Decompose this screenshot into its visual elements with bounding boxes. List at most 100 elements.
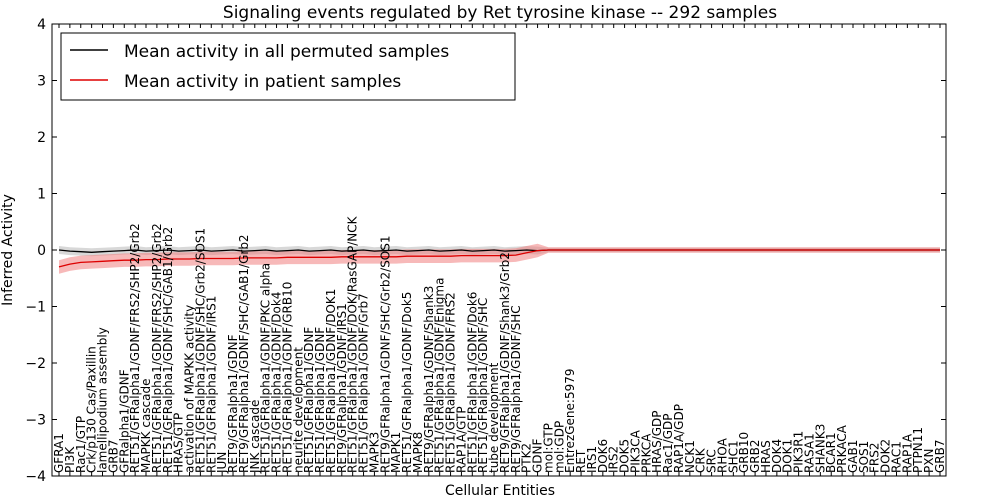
x-tick-label: SHANK3	[813, 424, 827, 473]
x-tick-label: Rac1/GDP	[661, 414, 675, 473]
x-tick-label: RET51/GFRalpha1/GDNF	[313, 327, 327, 473]
y-tick-label: −4	[25, 469, 46, 485]
x-tick-label: RAP1A	[900, 433, 914, 473]
x-tick-label: GFRalpha1/GDNF	[117, 369, 131, 473]
x-tick-label: RET51/GFRalpha1/GDNF/FRS2	[444, 292, 458, 473]
x-tick-label: IRS2	[607, 446, 621, 473]
x-tick-label: PTK2	[520, 443, 534, 473]
x-tick-label: SOS1	[857, 441, 871, 473]
x-tick-label: PIK3R1	[792, 431, 806, 473]
legend-label-permuted: Mean activity in all permuted samples	[124, 42, 449, 62]
x-tick-label: lamellipodium assembly	[96, 327, 110, 473]
x-tick-label: RET51/GFRalpha1/GDNF/SHC/GAB1/Grb2	[161, 227, 175, 473]
x-tick-label: IRS1	[585, 446, 599, 473]
x-tick-label: MAPK8	[411, 432, 425, 473]
x-tick-label: RET51/GFRalpha1/GDNF/GRB10	[280, 282, 294, 473]
x-tick-label: RET51/GFRalpha1/GDNF/FRS2/SHP2/Grb2	[128, 223, 142, 473]
x-tick-label: GRB10	[737, 432, 751, 473]
x-tick-label: DOK6	[596, 439, 610, 473]
x-tick-label: PRKACA	[835, 424, 849, 473]
x-tick-label: RET9/GFRalpha1/GDNF/Shank3	[422, 286, 436, 473]
series-lines	[58, 249, 940, 268]
x-tick-label: RET51/GFRalpha1/GDNF/Dok5	[400, 292, 414, 473]
x-tick-label: JUN	[215, 452, 229, 474]
y-tick-label: 0	[37, 243, 46, 259]
x-tick-label: PRKCA	[639, 433, 653, 473]
x-tick-label: mol:GDP	[552, 421, 566, 473]
x-tick-label: RET51/GFRalpha1/GDNF/Dok4	[270, 292, 284, 473]
x-tick-label: RET51/GFRalpha1/GDNF/FRS2/SHP2/Grb2	[150, 223, 164, 473]
x-tick-label: GAB1	[846, 440, 860, 473]
x-tick-label: EntrezGene:5979	[563, 369, 577, 474]
x-tick-label: CRK	[694, 447, 708, 473]
x-tick-label: DOK2	[879, 439, 893, 473]
series-line-patient	[58, 249, 940, 268]
x-tick-label: Rac1/GTP	[74, 416, 88, 473]
x-tick-label: RAP1A/GTP	[454, 406, 468, 473]
x-tick-label: JNK cascade	[248, 400, 262, 474]
x-tick-label: SHC1	[726, 440, 740, 473]
y-tick-label: 1	[37, 187, 46, 203]
x-tick-label: GRB2	[748, 439, 762, 473]
x-tick-label: MAPK1	[389, 432, 403, 473]
x-tick-label: RET51/GFRalpha1/GDNF/IRS1	[204, 296, 218, 473]
x-tick-label: RET51/GFRalpha1/GDNF/SHC	[476, 298, 490, 473]
x-tick-label: RET51/GFRalpha1/GDNF/Grb7	[357, 293, 371, 473]
x-tick-label: neurite development	[291, 347, 305, 473]
x-tick-label: RET	[574, 449, 588, 473]
y-tick-label: −3	[25, 413, 46, 429]
x-tick-label: Crk/p130 Cas/Paxillin	[85, 346, 99, 473]
x-tick-label: PIK3CA	[629, 429, 643, 473]
legend-label-patient: Mean activity in patient samples	[124, 72, 401, 92]
x-tick-label: RET51/GFRalpha1/GDNF/Dok6	[465, 292, 479, 473]
x-tick-label: RHOA	[716, 437, 730, 473]
y-tick-label: −2	[25, 356, 46, 372]
x-tick-label: DOK5	[618, 439, 632, 473]
x-tick-label: tube development	[487, 362, 501, 473]
x-tick-label: BCAR1	[824, 432, 838, 473]
x-tick-label: RET9/GFRalpha1/GDNF	[226, 334, 240, 473]
x-tick-label: RET9/GFRalpha1/GDNF/SHC/Grb2/SOS1	[378, 235, 392, 473]
y-tick-label: 2	[37, 130, 46, 146]
x-tick-label: RET51/GFRalpha1/GDNF/Enigma	[433, 278, 447, 473]
x-tick-label: RET9/GFRalpha1/GDNF/Shank3/Grb2	[498, 252, 512, 473]
x-tick-label: mol:GTP	[541, 423, 555, 473]
x-tick-label: GDNF	[531, 438, 545, 473]
x-tick-label: DOK1	[781, 439, 795, 473]
x-tick-label: PTPN11	[911, 427, 925, 473]
x-tick-label: RET51/GFRalpha1/GDNF	[302, 327, 316, 473]
x-tick-label: RET9/GFRalpha1/GDNF/IRS1	[335, 303, 349, 473]
x-tick-label: RET9/GFRalpha1/GDNF/SHC	[509, 305, 523, 473]
x-tick-label: MAPKK cascade	[139, 378, 153, 473]
x-tick-label: GFRA1	[52, 433, 66, 473]
x-tick-label: DOK4	[770, 439, 784, 473]
x-tick-label: RET9/GFRalpha1/GDNF/SHC/GAB1/Grb2	[237, 234, 251, 473]
x-tick-label: GRB7	[106, 439, 120, 473]
x-tick-label: FRS2	[868, 443, 882, 474]
x-tick-label: RET51/GFRalpha1/GDNF/DOK1	[324, 289, 338, 473]
y-tick-label: −1	[25, 300, 46, 316]
x-tick-label: MAPK3	[367, 432, 381, 473]
x-tick-label: RET51/GFRalpha1/GDNF/DOK/RasGAP/NCK	[346, 215, 360, 473]
x-tick-label: PXN	[922, 449, 936, 473]
x-tick-label: RASA1	[803, 433, 817, 473]
x-tick-label: SRC	[705, 449, 719, 473]
x-tick-label: GRB7	[933, 439, 947, 473]
x-axis-label: Cellular Entities	[445, 483, 555, 499]
legend-box	[60, 32, 516, 101]
x-tick-label: HRAS	[759, 440, 773, 473]
x-tick-label: NCK1	[683, 440, 697, 473]
y-axis: 4 3 2 1 0 −1 −2 −3 −4	[25, 17, 946, 485]
x-tick-label: RET51/GFRalpha1/GDNF/SHC/Grb2/SOS1	[193, 228, 207, 473]
y-axis-label: Inferred Activity	[0, 194, 16, 306]
y-tick-label: 4	[37, 17, 46, 33]
x-tick-label: RAC1	[890, 441, 904, 473]
x-tick-label: activation of MAPKK activity	[183, 305, 197, 473]
chart-title: Signaling events regulated by Ret tyrosi…	[223, 3, 777, 23]
y-tick-label: 3	[37, 74, 46, 90]
x-tick-label: PI3K	[63, 446, 77, 473]
x-tick-label: HRAS/GDP	[650, 410, 664, 473]
x-tick-label: RAP1A/GDP	[672, 404, 686, 473]
